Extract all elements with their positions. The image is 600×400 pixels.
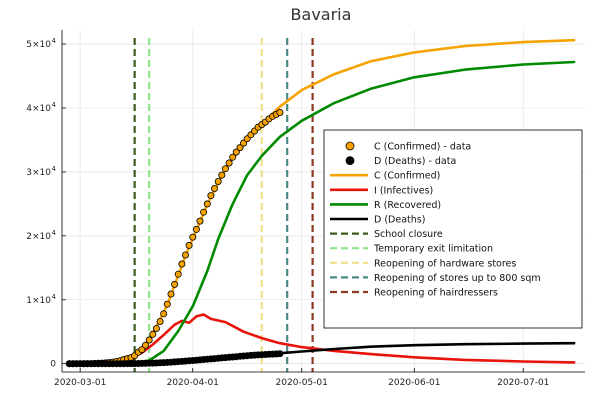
data-point bbox=[203, 200, 211, 208]
y-tick-mantissa: 0 bbox=[50, 360, 56, 370]
legend-label: D (Deaths) - data bbox=[374, 156, 456, 167]
legend-label: D (Deaths) bbox=[374, 215, 425, 226]
y-tick-exponent: 4 bbox=[52, 293, 57, 301]
data-point bbox=[214, 177, 222, 185]
data-point bbox=[149, 330, 157, 338]
data-point bbox=[141, 341, 149, 349]
y-tick-exponent: 4 bbox=[52, 101, 57, 109]
legend-label: C (Confirmed) - data bbox=[374, 142, 471, 153]
legend-marker bbox=[345, 141, 355, 151]
legend-label: Reopening of hairdressers bbox=[374, 288, 498, 299]
data-point bbox=[207, 192, 215, 200]
data-point bbox=[225, 159, 233, 167]
y-tick-label: 5×10 bbox=[26, 40, 51, 50]
legend-label: I (Infectives) bbox=[374, 185, 433, 196]
x-tick-label: 2020-03-01 bbox=[54, 378, 106, 388]
vline-layer bbox=[133, 38, 314, 372]
data-point bbox=[189, 233, 197, 241]
data-point bbox=[200, 208, 208, 216]
y-tick-exponent: 4 bbox=[52, 165, 57, 173]
chart-title: Bavaria bbox=[291, 5, 352, 24]
series-layer bbox=[65, 38, 576, 368]
legend-box bbox=[323, 129, 583, 329]
data-point bbox=[196, 217, 204, 225]
data-point bbox=[181, 251, 189, 259]
y-tick-label: 3×10 bbox=[26, 168, 51, 178]
data-point bbox=[145, 336, 153, 344]
y-tick-label: 1×10 bbox=[26, 296, 51, 306]
data-point bbox=[276, 350, 284, 358]
data-point bbox=[221, 165, 229, 173]
data-point bbox=[236, 144, 244, 152]
x-tick-label: 2020-05-01 bbox=[276, 378, 328, 388]
data-point bbox=[232, 148, 240, 156]
data-point bbox=[160, 310, 168, 318]
y-tick-mantissa: 4×10 bbox=[26, 104, 51, 114]
y-tick-mantissa: 2×10 bbox=[26, 232, 51, 242]
data-point bbox=[152, 324, 160, 332]
legend-label: Reopening of stores up to 800 sqm bbox=[374, 273, 541, 284]
y-tick-exponent: 4 bbox=[52, 229, 57, 237]
legend-label: Reopening of hardware stores bbox=[374, 258, 516, 269]
data-point bbox=[185, 241, 193, 249]
y-tick-mantissa: 5×10 bbox=[26, 40, 51, 50]
data-point bbox=[276, 109, 284, 117]
legend-label: C (Confirmed) bbox=[374, 171, 440, 182]
data-point bbox=[171, 280, 179, 288]
y-tick-mantissa: 1×10 bbox=[26, 296, 51, 306]
legend-marker bbox=[345, 156, 355, 166]
y-tick-label: 4×10 bbox=[26, 104, 51, 114]
x-tick-label: 2020-06-01 bbox=[388, 378, 440, 388]
data-point bbox=[229, 153, 237, 161]
data-point bbox=[167, 290, 175, 298]
y-tick-label: 2×10 bbox=[26, 232, 51, 242]
y-tick-mantissa: 3×10 bbox=[26, 168, 51, 178]
data-point bbox=[192, 225, 200, 233]
legend: C (Confirmed) - data D (Deaths) - data C (… bbox=[323, 129, 583, 329]
data-point bbox=[156, 317, 164, 325]
legend-label: R (Recovered) bbox=[374, 200, 441, 211]
y-tick-label: 0 bbox=[50, 360, 56, 370]
legend-label: Temporary exit limitation bbox=[373, 244, 493, 255]
data-point bbox=[218, 171, 226, 179]
data-point bbox=[210, 184, 218, 192]
axis-layer: 2020-03-01 2020-04-01 2020-05-01 2020-06-01… bbox=[26, 30, 585, 388]
data-point bbox=[138, 346, 146, 354]
data-point bbox=[178, 260, 186, 268]
data-point bbox=[163, 300, 171, 308]
series-line bbox=[68, 60, 576, 365]
data-point bbox=[240, 139, 248, 147]
data-point bbox=[174, 270, 182, 278]
legend-label: School closure bbox=[374, 229, 443, 240]
x-tick-label: 2020-04-01 bbox=[167, 378, 219, 388]
x-tick-label: 2020-07-01 bbox=[497, 378, 549, 388]
y-tick-exponent: 4 bbox=[52, 37, 57, 45]
